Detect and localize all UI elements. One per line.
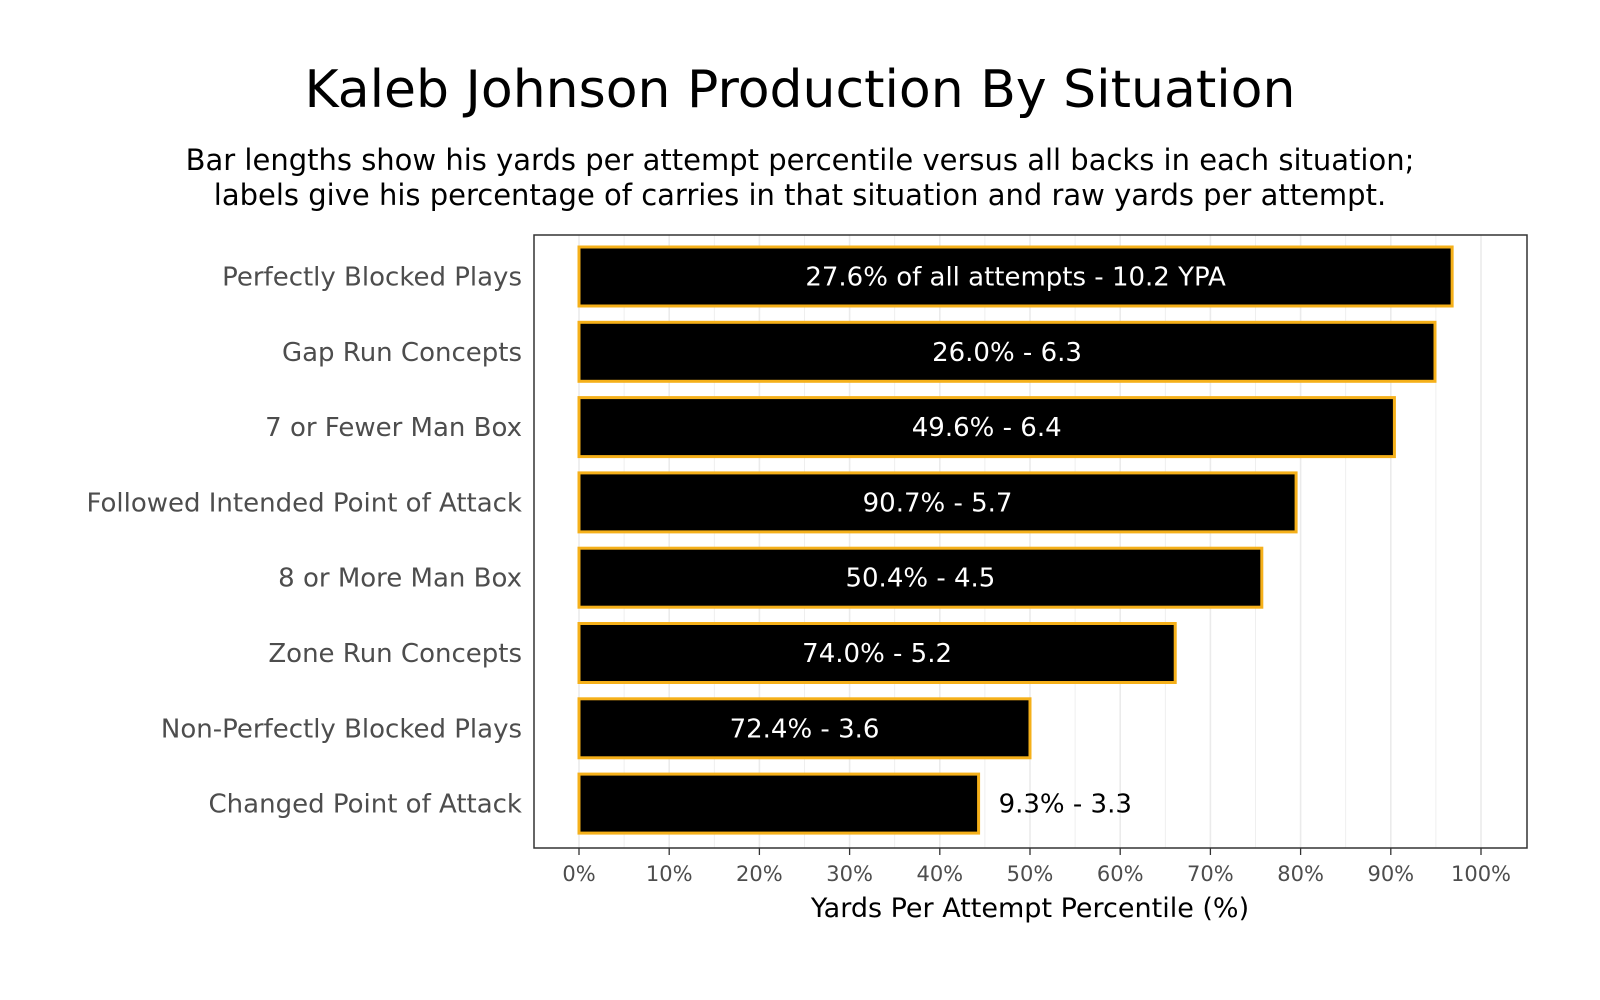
bar [577, 245, 1454, 308]
x-tick-label: 40% [916, 862, 963, 886]
x-tick-label: 70% [1187, 862, 1234, 886]
category-label: Zone Run Concepts [268, 639, 522, 669]
bars: 27.6% of all attempts - 10.2 YPA 26.0% - … [577, 245, 1454, 835]
bar [577, 697, 1032, 760]
bar-data-label: 50.4% - 4.5 [845, 564, 995, 594]
bar-data-label: 72.4% - 3.6 [730, 714, 880, 744]
category-label: Perfectly Blocked Plays [222, 263, 522, 293]
category-label: 7 or Fewer Man Box [265, 413, 522, 443]
x-tick-label: 0% [562, 862, 595, 886]
x-tick-label: 50% [1007, 862, 1054, 886]
bar [577, 396, 1396, 459]
x-tick-label: 20% [736, 862, 783, 886]
bar-data-label: 74.0% - 5.2 [802, 639, 952, 669]
bar [577, 471, 1298, 534]
bar-data-label: 26.0% - 6.3 [932, 338, 1082, 368]
category-label: Gap Run Concepts [282, 338, 522, 368]
category-label: 8 or More Man Box [278, 564, 522, 594]
x-axis-ticks: 0% 10% 20% 30% 40% 50% 60% 70% 80% 90% 100% [562, 848, 1511, 886]
x-tick-label: 10% [646, 862, 693, 886]
bar-data-label: 9.3% - 3.3 [999, 790, 1132, 820]
bar [577, 320, 1437, 383]
bar [577, 772, 981, 835]
bar [577, 622, 1177, 684]
bar [577, 546, 1264, 609]
bar-data-label: 49.6% - 6.4 [912, 413, 1062, 443]
x-tick-label: 80% [1277, 862, 1324, 886]
x-tick-label: 90% [1367, 862, 1414, 886]
x-axis-title: Yards Per Attempt Percentile (%) [810, 893, 1249, 924]
subtitle-line-1: Bar lengths show his yards per attempt p… [185, 143, 1415, 177]
subtitle-line-2: labels give his percentage of carries in… [213, 177, 1387, 212]
category-label: Followed Intended Point of Attack [86, 488, 522, 518]
category-label: Changed Point of Attack [209, 790, 522, 820]
bar-data-label: 90.7% - 5.7 [863, 488, 1013, 518]
bar-data-label: 27.6% of all attempts - 10.2 YPA [805, 263, 1226, 293]
x-tick-label: 60% [1097, 862, 1144, 886]
chart-title: Kaleb Johnson Production By Situation [304, 60, 1296, 120]
x-tick-label: 30% [826, 862, 873, 886]
chart-subtitle: Bar lengths show his yards per attempt p… [0, 143, 1600, 213]
x-tick-label: 100% [1451, 862, 1511, 886]
category-label: Non-Perfectly Blocked Plays [161, 714, 522, 744]
category-labels: Perfectly Blocked Plays Gap Run Concepts 7… [86, 263, 522, 820]
